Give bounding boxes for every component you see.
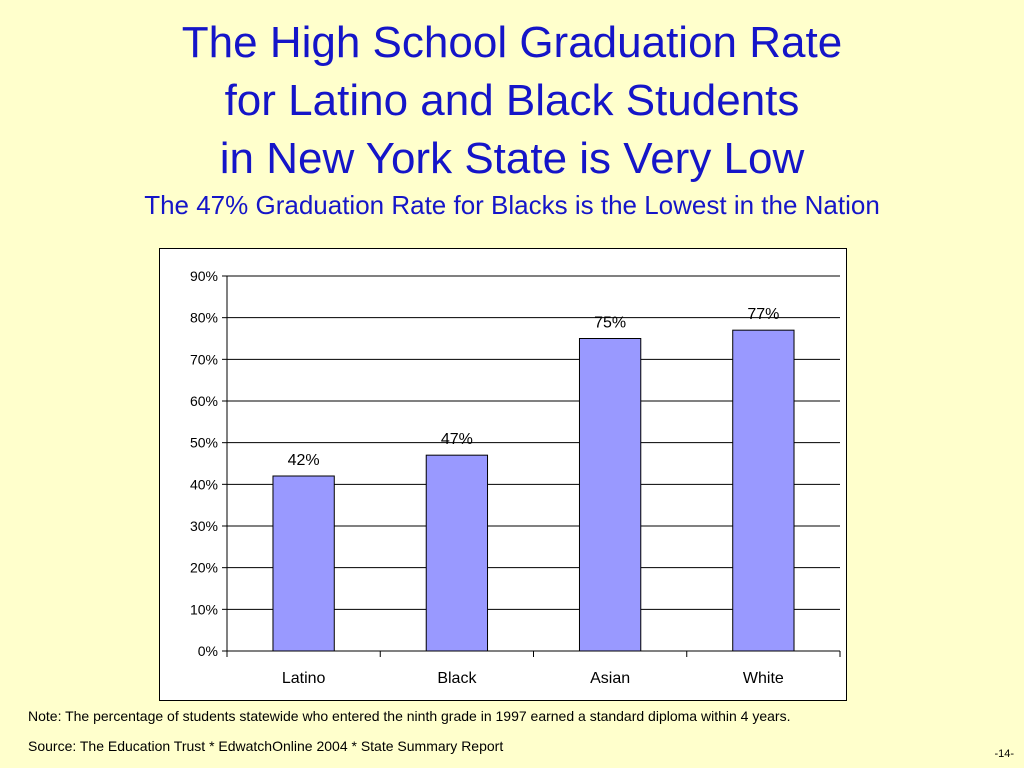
bar-black	[425, 454, 489, 652]
y-tick-label: 10%	[190, 601, 218, 617]
y-tick-label: 20%	[190, 560, 218, 576]
title-line-3: in New York State is Very Low	[219, 134, 805, 183]
x-tick-label: White	[743, 670, 784, 687]
y-tick-label: 0%	[198, 643, 218, 659]
data-label: 47%	[441, 431, 473, 448]
data-label: 77%	[747, 306, 779, 323]
y-tick-label: 30%	[190, 518, 218, 534]
y-tick-label: 70%	[190, 351, 218, 367]
bar-white	[732, 329, 795, 652]
y-tick-label: 40%	[190, 476, 218, 492]
note-text: Note: The percentage of students statewi…	[28, 708, 791, 724]
subtitle: The 47% Graduation Rate for Blacks is th…	[144, 190, 880, 220]
data-label: 75%	[594, 315, 626, 332]
x-tick-label: Latino	[282, 670, 326, 687]
source-text: Source: The Education Trust * EdwatchOnl…	[28, 738, 504, 754]
y-tick-label: 90%	[190, 268, 218, 284]
y-tick-label: 50%	[190, 435, 218, 451]
page-number: -14-	[994, 748, 1014, 760]
y-tick-label: 80%	[190, 310, 218, 326]
title-line-1: The High School Graduation Rate	[181, 18, 843, 67]
x-tick-label: Black	[437, 670, 477, 687]
chart-frame: 0% 10% 20% 30% 40% 50% 60% 70% 80% 90% 42% Latino 47…	[159, 248, 847, 701]
x-tick-label: Asian	[590, 670, 630, 687]
title-line-2: for Latino and Black Students	[224, 76, 800, 125]
bar-latino	[272, 475, 335, 652]
bar-asian	[578, 338, 642, 652]
title-block: The High School Graduation Rate for Lati…	[0, 14, 1024, 222]
data-label: 42%	[288, 452, 320, 469]
bar-chart: 0% 10% 20% 30% 40% 50% 60% 70% 80% 90% 42% Latino 47…	[190, 268, 841, 687]
y-tick-label: 60%	[190, 393, 218, 409]
